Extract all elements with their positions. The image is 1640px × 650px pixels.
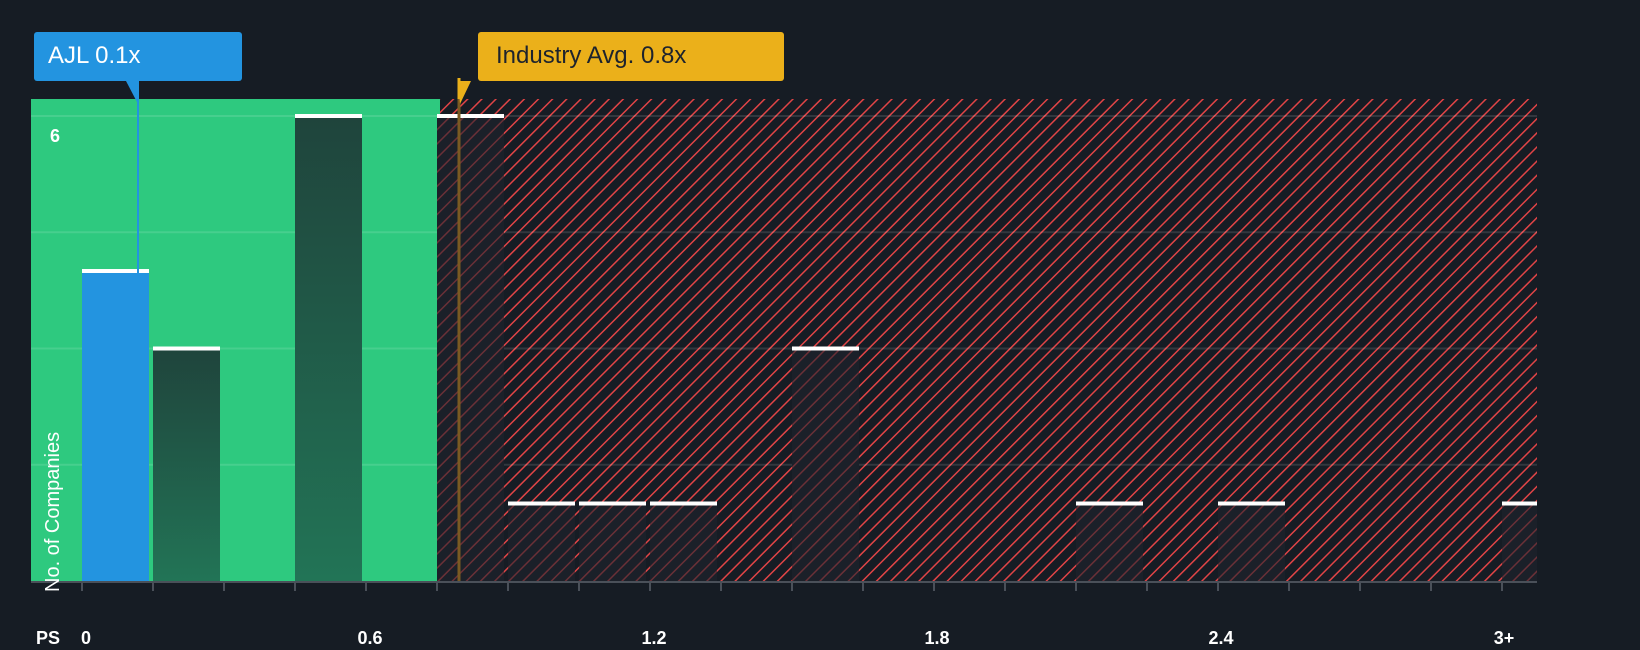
- histogram-bar: [508, 503, 575, 581]
- histogram-bar: [153, 348, 220, 581]
- bar-top-marker: [650, 501, 717, 506]
- histogram-bar: [579, 503, 646, 581]
- x-axis-title: PS: [36, 628, 61, 648]
- x-tick-label: 1.2: [641, 628, 667, 648]
- y-tick-label: 6: [50, 126, 61, 146]
- y-axis-title: No. of Companies: [42, 431, 64, 592]
- x-tick-label: 1.8: [924, 628, 950, 648]
- bar-top-marker: [1076, 501, 1143, 506]
- industry-callout-tail: [458, 81, 471, 104]
- bar-top-marker: [1502, 501, 1537, 506]
- bar-top-marker: [82, 269, 149, 273]
- histogram-bar: [82, 271, 149, 581]
- company-callout-tail: [126, 81, 139, 104]
- company-callout: AJL 0.1x: [34, 32, 242, 81]
- x-tick-label: 0: [80, 628, 92, 648]
- bar-top-marker: [508, 501, 575, 506]
- histogram-bar: [1218, 503, 1285, 581]
- bar-top-marker: [1218, 501, 1285, 506]
- x-tick-label: 2.4: [1208, 628, 1234, 648]
- overvalued-region: [440, 99, 1537, 581]
- histogram-bar: [1076, 503, 1143, 581]
- bar-top-marker: [295, 114, 362, 118]
- x-tick-label: 3+: [1493, 628, 1515, 648]
- histogram-bar: [437, 116, 504, 581]
- histogram-bar: [792, 348, 859, 581]
- histogram-bar: [295, 116, 362, 581]
- bar-top-marker: [579, 501, 646, 506]
- bar-top-marker: [792, 346, 859, 351]
- bar-top-marker: [437, 114, 504, 118]
- plot-area: [31, 78, 1537, 591]
- industry-avg-callout: Industry Avg. 0.8x: [478, 32, 784, 81]
- x-tick-label: 0.6: [357, 628, 383, 648]
- histogram-bar: [650, 503, 717, 581]
- histogram-bar: [1502, 503, 1537, 581]
- bar-top-marker: [153, 346, 220, 351]
